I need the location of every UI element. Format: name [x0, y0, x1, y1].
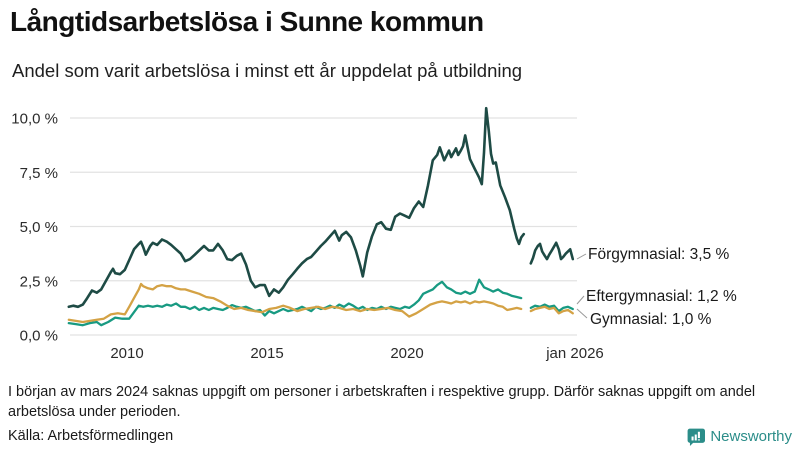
series-line-eftergymnasial [529, 303, 574, 313]
label-connector [576, 295, 585, 305]
label-connector [576, 308, 588, 319]
x-tick-label: 2020 [390, 345, 423, 362]
series-label-forgymnasial: Förgymnasial: 3,5 % [588, 246, 730, 263]
source-caption: Källa: Arbetsförmedlingen [8, 428, 174, 444]
label-connector [576, 253, 587, 260]
x-tick-label: 2015 [250, 345, 283, 362]
y-tick-label: 7,5 % [20, 165, 58, 182]
series-label-eftergymnasial: Eftergymnasial: 1,2 % [586, 288, 737, 305]
x-tick-label: 2010 [110, 345, 143, 362]
y-tick-label: 5,0 % [20, 219, 58, 236]
y-tick-label: 0,0 % [20, 328, 58, 345]
series-label-gymnasial: Gymnasial: 1,0 % [590, 311, 712, 328]
x-tick-label: jan 2026 [545, 345, 604, 362]
y-tick-label: 10,0 % [11, 111, 58, 128]
chart-footnote: I början av mars 2024 saknas uppgift om … [8, 384, 756, 420]
page-title: Långtidsarbetslösa i Sunne kommun [10, 6, 484, 37]
series-line-förgymnasial [67, 106, 526, 309]
bar-chart-bubble-icon [686, 427, 706, 446]
series-line-förgymnasial [529, 241, 575, 265]
y-tick-label: 2,5 % [20, 273, 58, 290]
chart-subtitle: Andel som varit arbetslösa i minst ett å… [12, 60, 523, 81]
newsworthy-wordmark: Newsworthy [710, 428, 792, 445]
series-line-gymnasial [67, 282, 523, 324]
newsworthy-logo[interactable]: Newsworthy [686, 427, 792, 446]
series-line-gymnasial [529, 305, 574, 315]
